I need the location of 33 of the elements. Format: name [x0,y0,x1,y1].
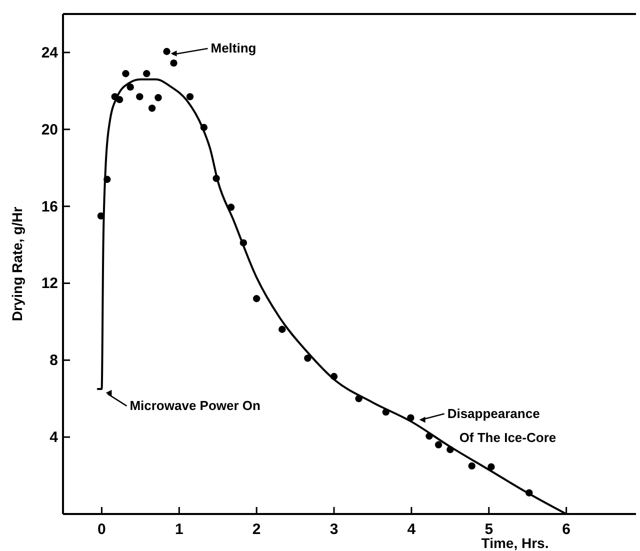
point [126,83,134,91]
x-tick-label: 2 [252,521,261,538]
point [468,462,476,470]
x-tick-label: 1 [174,521,184,538]
x-tick-label: 6 [562,521,570,538]
point [122,70,130,78]
point [148,104,156,112]
y-axis-title: Drying Rate, g/Hr [9,206,25,322]
point [488,463,495,470]
x-tick-label: 5 [484,521,494,538]
point [143,70,150,78]
point [186,93,194,100]
annotation: Disappearance Of The Ice-Core [447,406,556,445]
point [434,441,442,448]
point [163,48,170,56]
point [136,93,144,100]
point [170,59,178,67]
x-tick-label: 0 [98,521,106,538]
point [278,326,286,333]
x-tick-label: 3 [330,521,338,538]
point [304,354,312,362]
x-axis-title: Time, Hrs. [481,535,549,551]
point [252,295,260,302]
x-tick-label: 4 [407,521,416,538]
y-tick-label: 4 [50,429,59,446]
y-tick-label: 16 [41,198,58,216]
y-tick-label: 8 [50,352,58,370]
y-tick-label: 12 [41,275,58,292]
annotation: Melting [210,40,256,56]
y-tick-label: 20 [41,121,58,138]
annotation: Microwave Power On [130,398,261,413]
point [154,94,162,102]
y-tick-label: 24 [41,44,59,62]
